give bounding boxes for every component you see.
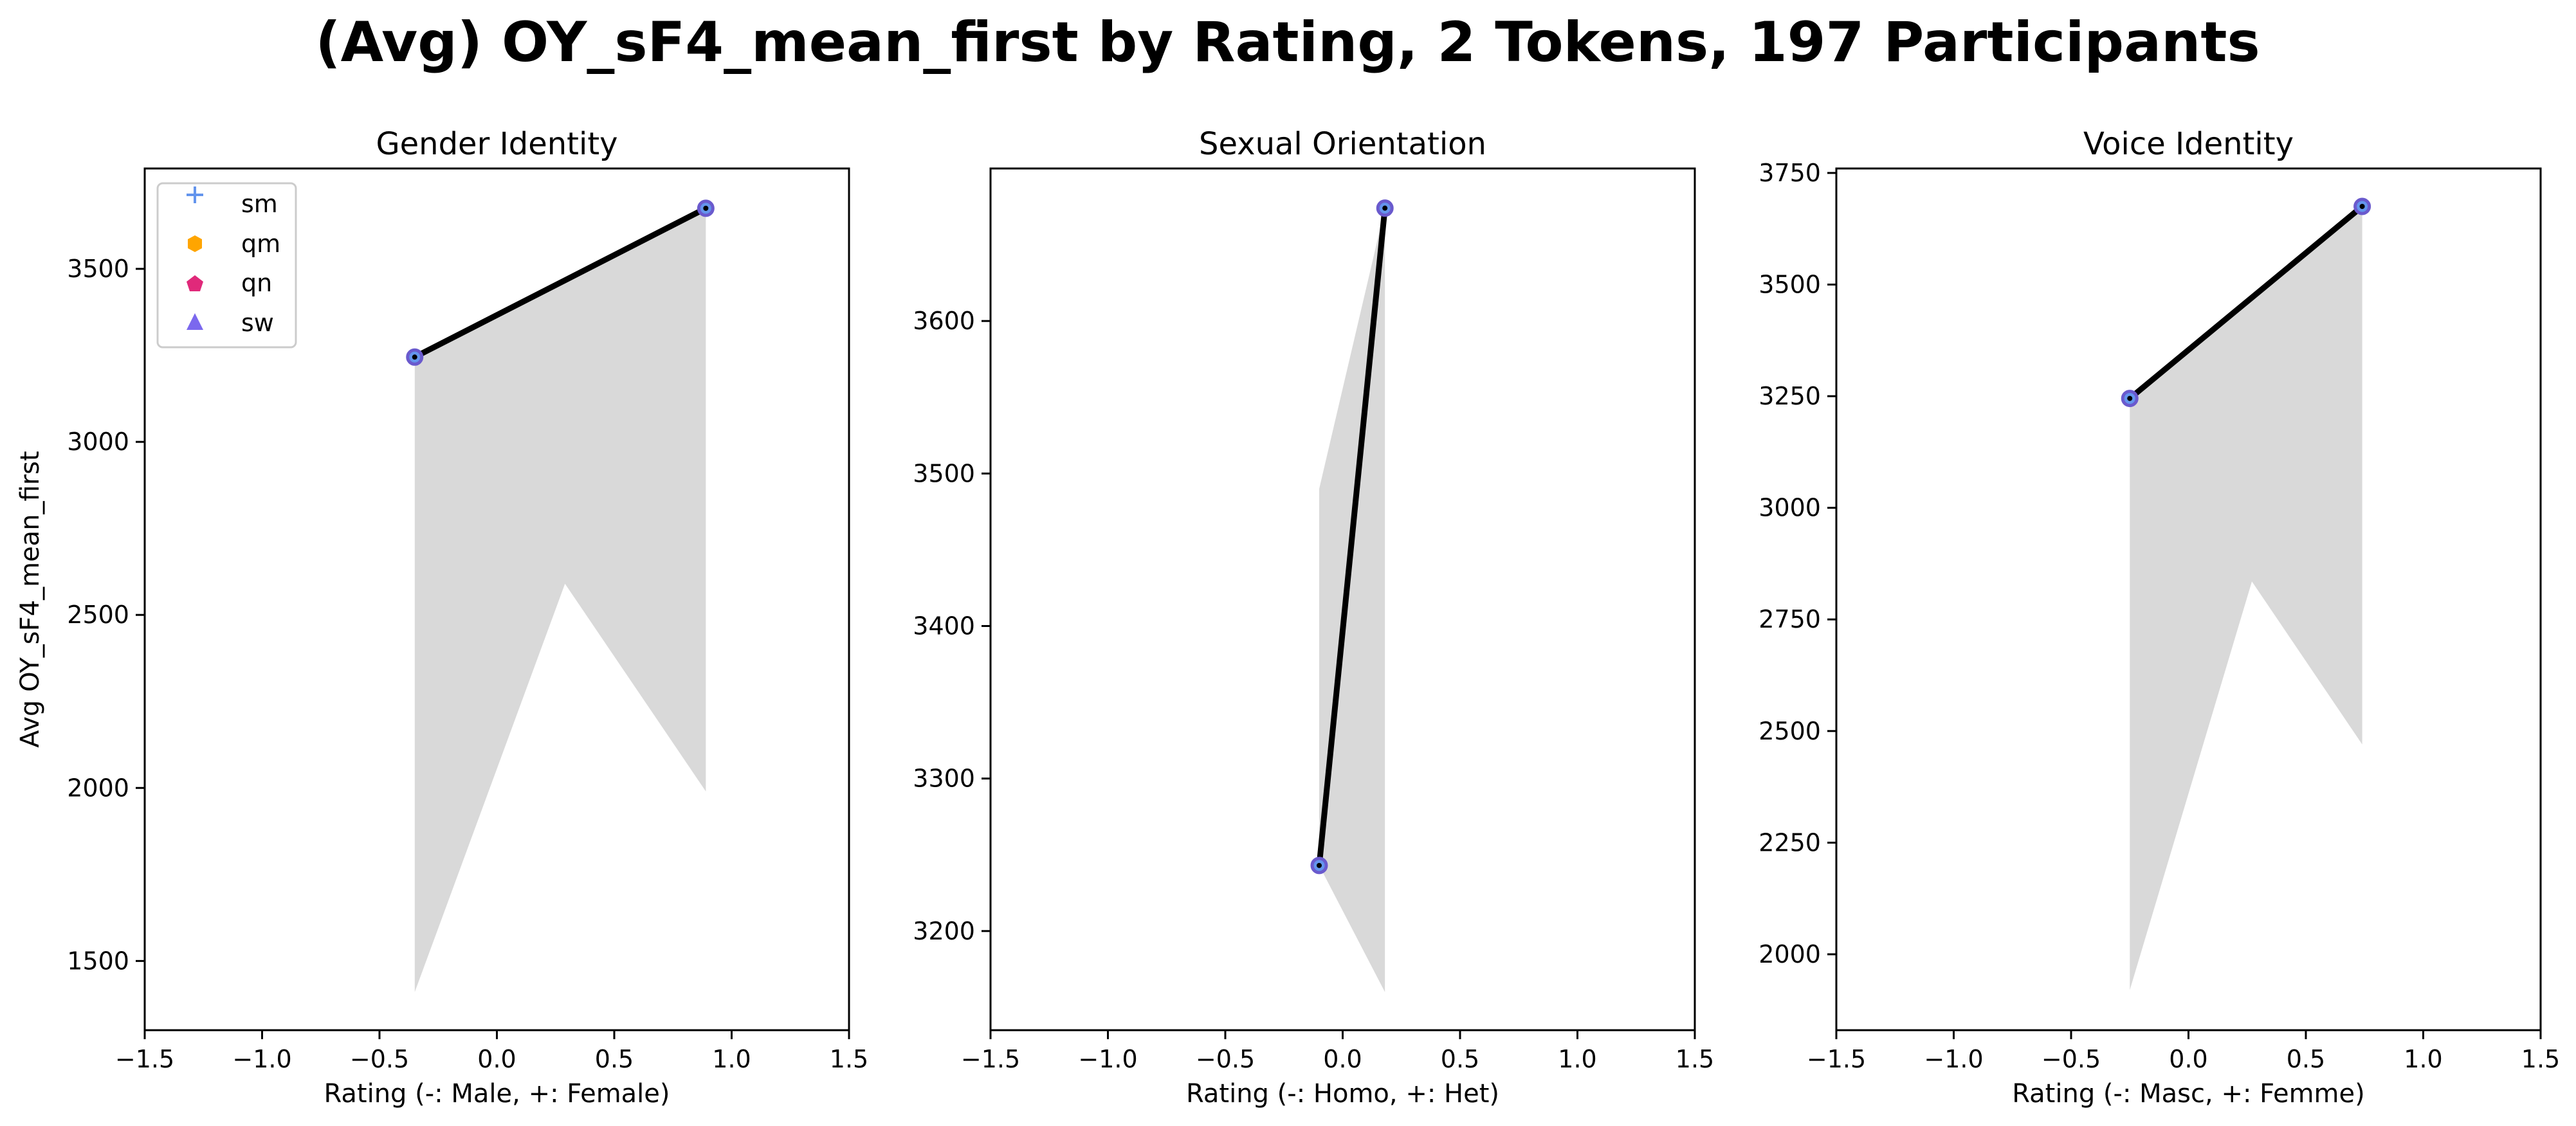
panel-2-ytick-label-0: 2000 (1758, 940, 1821, 968)
panel-0-xtick-label-2: −0.5 (350, 1045, 409, 1073)
legend-label-sw: sw (241, 309, 274, 337)
panel-2-ytick-label-3: 2750 (1758, 605, 1821, 633)
legend-marker-qm (188, 235, 202, 252)
panel-1-xtick-label-0: −1.5 (961, 1045, 1020, 1073)
panel-2-title: Voice Identity (2083, 126, 2294, 162)
panel-1-ytick-label-0: 3200 (913, 917, 975, 945)
panel-1-title: Sexual Orientation (1199, 126, 1486, 162)
panel-2-trend-line (2126, 203, 2366, 402)
legend-marker-sm (187, 186, 203, 203)
panel-0-ytick-label-4: 3500 (67, 255, 129, 283)
panel-0-ytick-label-1: 2000 (67, 774, 129, 802)
panel-sexual-orientation: −1.5 −1.0 −0.5 0.0 0.5 1.0 1.5 3200 3300 3400 3500… (913, 126, 1714, 1109)
panel-2-ytick-label-7: 3750 (1758, 159, 1821, 187)
panel-2-xtick-label-2: −0.5 (2042, 1045, 2101, 1073)
panel-1-data-point-center-1 (1382, 205, 1388, 211)
panel-0-confidence-band (414, 208, 706, 992)
panel-2-confidence-band (2130, 206, 2362, 990)
panel-1-xtick-label-6: 1.5 (1676, 1045, 1714, 1073)
panel-2-xtick-label-0: −1.5 (1807, 1045, 1866, 1073)
panel-0-trend-line (412, 205, 709, 360)
panel-2-xtick-label-1: −1.0 (1924, 1045, 1983, 1073)
panel-2-ytick-label-1: 2250 (1758, 828, 1821, 857)
panel-1-ytick-label-4: 3600 (913, 307, 975, 335)
panel-1-confidence-band (1319, 208, 1385, 992)
panel-gender-identity: −1.5 −1.0 −0.5 0.0 0.5 1.0 1.5 1500 2000 2500 3000… (15, 126, 868, 1109)
panel-2-xtick-label-3: 0.0 (2169, 1045, 2207, 1073)
legend-label-qn: qn (241, 269, 272, 297)
panel-2-ytick-label-4: 3000 (1758, 494, 1821, 522)
legend-entry-qm: qm (188, 230, 280, 258)
panel-0-xtick-label-0: −1.5 (115, 1045, 174, 1073)
panel-2-data-point-center-1 (2359, 204, 2365, 210)
panel-2-xtick-label-6: 1.5 (2521, 1045, 2560, 1073)
panel-0-ytick-label-0: 1500 (67, 947, 129, 975)
legend-marker-sw (187, 313, 203, 330)
legend: sm qm qn sw (156, 182, 297, 349)
legend-entry-qn: qn (187, 269, 272, 297)
panel-voice-identity: −1.5 −1.0 −0.5 0.0 0.5 1.0 1.5 2000 2250 2500 2750… (1758, 126, 2560, 1109)
legend-marker-qn (187, 275, 203, 291)
legend-label-qm: qm (241, 230, 280, 258)
panel-2-xlabel: Rating (-: Masc, +: Femme) (2012, 1079, 2364, 1109)
figure-title: (Avg) OY_sF4_mean_first by Rating, 2 Tok… (315, 10, 2260, 75)
panel-1-xtick-label-5: 1.0 (1558, 1045, 1596, 1073)
legend-label-sm: sm (241, 190, 278, 218)
panel-1-xtick-label-2: −0.5 (1196, 1045, 1255, 1073)
panel-0-xtick-label-6: 1.5 (830, 1045, 868, 1073)
panel-1-xtick-label-3: 0.0 (1323, 1045, 1362, 1073)
panel-0-ytick-label-2: 2500 (67, 601, 129, 629)
panel-1-xtick-label-4: 0.5 (1441, 1045, 1479, 1073)
panel-1-ytick-label-3: 3500 (913, 459, 975, 487)
panel-0-xtick-label-4: 0.5 (595, 1045, 634, 1073)
panel-1-xtick-label-1: −1.0 (1078, 1045, 1137, 1073)
panel-0-xtick-label-1: −1.0 (232, 1045, 291, 1073)
legend-entry-sw: sw (187, 309, 274, 337)
panel-2-ytick-label-5: 3250 (1758, 382, 1821, 410)
panel-0-title: Gender Identity (376, 126, 617, 162)
legend-entry-sm: sm (187, 186, 278, 218)
panel-0-ytick-label-3: 3000 (67, 428, 129, 456)
panel-2-xtick-label-5: 1.0 (2404, 1045, 2442, 1073)
panel-1-trend-line (1316, 205, 1388, 869)
panel-0-xtick-label-3: 0.0 (477, 1045, 516, 1073)
panel-0-data-point-center-1 (703, 205, 709, 211)
panel-2-ytick-label-6: 3500 (1758, 271, 1821, 299)
panel-1-data-point-center-0 (1317, 862, 1322, 868)
panel-1-xlabel: Rating (-: Homo, +: Het) (1186, 1079, 1499, 1109)
panel-1-ytick-label-1: 3300 (913, 765, 975, 793)
panel-0-xtick-label-5: 1.0 (712, 1045, 751, 1073)
panel-2-data-point-center-0 (2127, 395, 2133, 401)
panel-2-xtick-label-4: 0.5 (2287, 1045, 2325, 1073)
panel-0-ylabel: Avg OY_sF4_mean_first (15, 451, 45, 747)
panel-0-data-point-center-0 (412, 354, 417, 360)
panel-1-ytick-label-2: 3400 (913, 612, 975, 640)
panel-2-ytick-label-2: 2500 (1758, 717, 1821, 745)
legend-frame (156, 182, 297, 349)
panel-0-xlabel: Rating (-: Male, +: Female) (324, 1079, 670, 1109)
